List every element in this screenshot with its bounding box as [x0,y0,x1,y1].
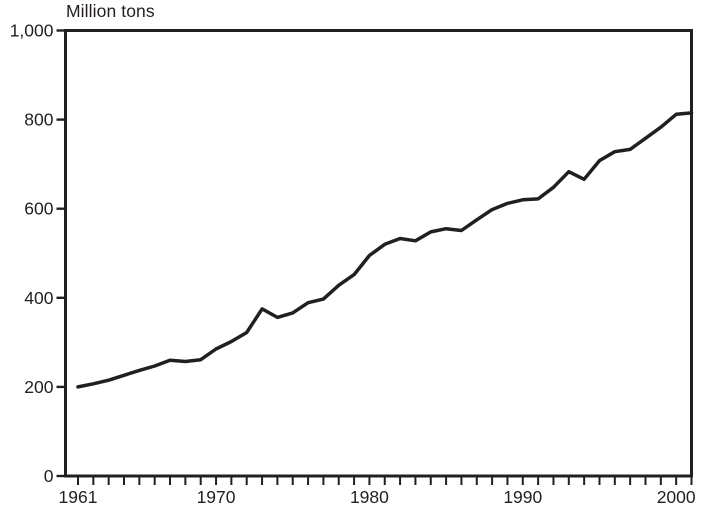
y-axis-ticks [56,29,66,478]
plot-frame [64,29,693,478]
x-axis-tick-labels: 1961 1970 1980 1990 2000 [59,487,696,507]
x-tick-label: 1990 [503,487,542,507]
y-tick-label: 800 [24,110,53,130]
y-tick-label: 1,000 [10,21,54,41]
y-tick-label: 600 [24,199,53,219]
x-tick-label: 1980 [350,487,389,507]
x-tick-label: 2000 [657,487,696,507]
y-tick-label: 400 [24,288,53,308]
x-axis-ticks [77,477,693,485]
y-axis-tick-labels: 0 200 400 600 800 1,000 [10,21,54,487]
y-axis-title: Million tons [66,1,155,21]
data-series [76,111,694,389]
x-tick-label: 1961 [59,487,98,507]
x-tick-label: 1970 [197,487,236,507]
y-tick-label: 0 [44,466,54,486]
plot-frame-border [64,29,693,478]
data-series-line [76,111,694,389]
y-tick-label: 200 [24,377,53,397]
